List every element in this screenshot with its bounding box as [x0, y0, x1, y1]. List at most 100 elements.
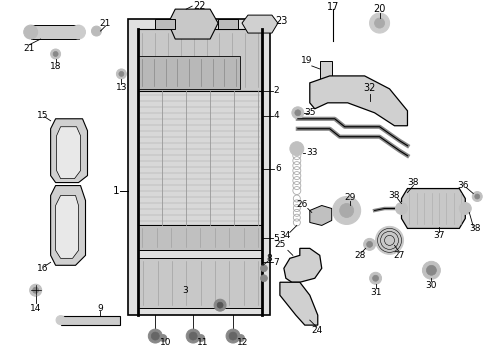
Circle shape	[151, 332, 159, 340]
Circle shape	[374, 18, 384, 28]
Text: 33: 33	[305, 148, 317, 157]
Polygon shape	[155, 19, 175, 29]
Text: 30: 30	[425, 281, 436, 290]
Text: 7: 7	[272, 258, 278, 267]
Circle shape	[51, 49, 61, 59]
Circle shape	[422, 261, 440, 279]
Polygon shape	[138, 29, 262, 91]
Text: 2: 2	[272, 86, 278, 95]
Circle shape	[186, 329, 200, 343]
Circle shape	[260, 275, 267, 282]
Polygon shape	[218, 19, 238, 29]
Text: 26: 26	[296, 200, 307, 209]
Circle shape	[369, 272, 381, 284]
Text: 14: 14	[30, 304, 41, 313]
Circle shape	[426, 265, 435, 275]
Text: 20: 20	[373, 4, 385, 14]
Polygon shape	[242, 15, 277, 33]
Text: 4: 4	[272, 111, 278, 120]
Text: 10: 10	[159, 338, 171, 347]
Circle shape	[23, 25, 38, 39]
Text: 35: 35	[304, 108, 315, 117]
Text: 25: 25	[274, 240, 285, 249]
Circle shape	[289, 142, 303, 156]
Circle shape	[116, 69, 126, 79]
Text: 15: 15	[37, 111, 48, 120]
Circle shape	[214, 299, 225, 311]
Text: 5: 5	[272, 234, 278, 243]
Text: 28: 28	[353, 251, 365, 260]
Text: 6: 6	[274, 164, 280, 173]
Circle shape	[33, 287, 39, 293]
Text: 8: 8	[265, 254, 271, 263]
Text: 37: 37	[433, 231, 444, 240]
Bar	[128, 19, 269, 315]
Text: 24: 24	[310, 325, 322, 334]
Circle shape	[91, 26, 101, 36]
Polygon shape	[168, 9, 218, 39]
Text: 23: 23	[275, 16, 287, 26]
Circle shape	[228, 332, 237, 340]
Text: 21: 21	[23, 45, 34, 54]
Circle shape	[260, 265, 267, 272]
Polygon shape	[309, 206, 331, 225]
Text: 16: 16	[37, 264, 48, 273]
Circle shape	[366, 242, 372, 247]
Text: 12: 12	[237, 338, 248, 347]
Circle shape	[471, 192, 481, 202]
Circle shape	[119, 71, 123, 76]
Circle shape	[160, 334, 166, 342]
Text: 22: 22	[192, 1, 205, 11]
Circle shape	[372, 275, 378, 281]
Text: 38: 38	[407, 178, 418, 187]
Circle shape	[225, 329, 240, 343]
Circle shape	[332, 197, 360, 224]
Text: 34: 34	[279, 231, 290, 240]
Text: 31: 31	[369, 288, 381, 297]
Text: 38: 38	[388, 191, 400, 200]
Text: 17: 17	[326, 2, 338, 12]
Text: 19: 19	[301, 57, 312, 66]
Polygon shape	[284, 248, 321, 282]
Polygon shape	[61, 316, 120, 325]
Circle shape	[294, 110, 300, 116]
Circle shape	[30, 284, 41, 296]
Polygon shape	[51, 185, 85, 265]
Text: 36: 36	[457, 181, 468, 190]
Polygon shape	[56, 195, 79, 258]
Text: 18: 18	[50, 62, 61, 71]
Circle shape	[369, 13, 389, 33]
Circle shape	[291, 107, 303, 119]
Circle shape	[148, 329, 162, 343]
Polygon shape	[401, 189, 465, 229]
Circle shape	[339, 203, 353, 217]
Text: 38: 38	[468, 224, 480, 233]
Text: 21: 21	[100, 19, 111, 28]
Text: 11: 11	[197, 338, 208, 347]
Circle shape	[189, 332, 197, 340]
Polygon shape	[138, 91, 262, 225]
Circle shape	[474, 194, 479, 199]
Circle shape	[395, 203, 407, 215]
Text: 29: 29	[343, 193, 355, 202]
Circle shape	[217, 302, 223, 308]
Circle shape	[237, 334, 244, 342]
Bar	[319, 61, 331, 83]
Text: 27: 27	[393, 251, 405, 260]
Circle shape	[375, 226, 403, 254]
Text: 32: 32	[363, 83, 375, 93]
Polygon shape	[51, 119, 87, 183]
Text: 3: 3	[182, 286, 188, 295]
Polygon shape	[31, 25, 79, 39]
Circle shape	[458, 203, 470, 215]
Circle shape	[53, 51, 58, 57]
Circle shape	[71, 25, 85, 39]
Polygon shape	[279, 282, 317, 325]
Polygon shape	[138, 258, 262, 308]
Text: 1: 1	[113, 185, 120, 195]
Text: 9: 9	[98, 304, 103, 313]
Circle shape	[56, 316, 65, 325]
Polygon shape	[138, 56, 240, 89]
Polygon shape	[138, 225, 262, 250]
Circle shape	[363, 238, 375, 250]
